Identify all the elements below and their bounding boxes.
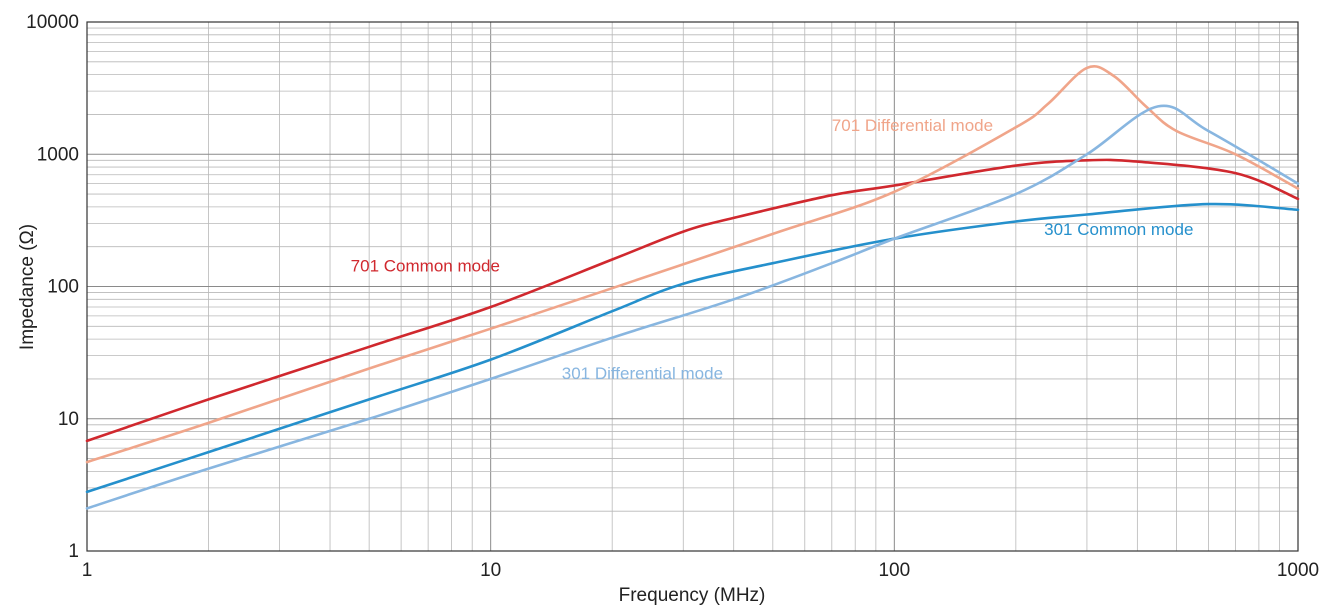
series-line-301-common-mode [85, 202, 1300, 494]
x-tick-label: 10 [480, 560, 501, 581]
series-label-301-differential-mode: 301 Differential mode [562, 364, 723, 383]
series-label-701-differential-mode: 701 Differential mode [832, 116, 993, 135]
x-axis-ticks: 1 10 100 1000 [82, 560, 1319, 581]
y-tick-label: 10 [58, 409, 79, 430]
x-tick-label: 1000 [1277, 560, 1319, 581]
series-label-301-common-mode: 301 Common mode [1044, 220, 1193, 239]
series-labels: 701 Common mode 701 Differential mode 301 … [351, 116, 1194, 383]
plot-grid [86, 22, 1298, 552]
x-tick-label: 100 [878, 560, 910, 581]
y-axis-ticks: 1 10 100 1000 10000 [26, 12, 79, 562]
y-tick-label: 10000 [26, 12, 79, 33]
series-lines [85, 65, 1300, 510]
y-axis-title: Impedance (Ω) [17, 224, 38, 350]
series-line-301-differential-mode [85, 104, 1300, 510]
series-line-701-differential-mode [85, 65, 1300, 464]
series-line-701-common-mode [85, 158, 1300, 443]
x-axis-title: Frequency (MHz) [619, 585, 766, 606]
y-tick-label: 1 [68, 541, 79, 562]
y-tick-label: 1000 [37, 144, 79, 165]
x-tick-label: 1 [82, 560, 93, 581]
plot-frame [86, 21, 1299, 552]
series-label-701-common-mode: 701 Common mode [351, 256, 500, 275]
y-tick-label: 100 [47, 277, 79, 298]
